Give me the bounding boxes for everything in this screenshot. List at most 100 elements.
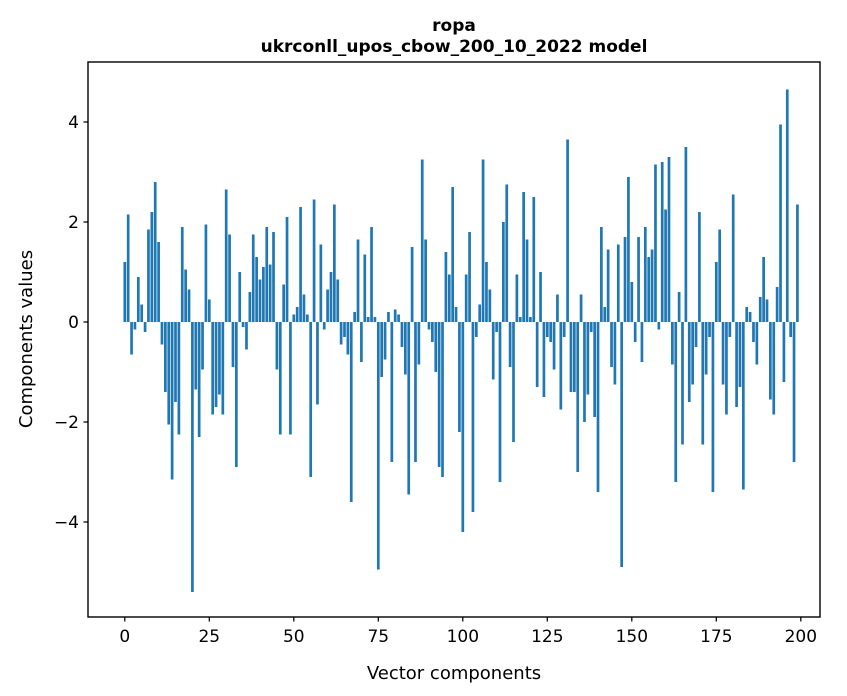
bar <box>559 322 563 410</box>
bar <box>684 147 688 322</box>
bar <box>153 182 157 322</box>
bar <box>552 322 556 370</box>
bar <box>234 322 238 467</box>
bar <box>431 322 434 342</box>
bar <box>596 322 600 492</box>
bar <box>174 322 177 402</box>
bar <box>542 322 546 397</box>
bar <box>305 314 309 322</box>
bar <box>745 307 749 322</box>
x-tick-label: 200 <box>785 627 817 647</box>
bar <box>126 214 130 322</box>
bar <box>292 314 296 322</box>
bar <box>562 322 566 337</box>
bar <box>147 229 150 322</box>
bar <box>758 297 762 322</box>
bar <box>400 322 404 347</box>
bar <box>201 322 204 370</box>
bar <box>711 322 715 492</box>
bar <box>177 322 181 435</box>
x-tick-label: 75 <box>367 627 389 647</box>
bar <box>735 322 738 407</box>
bar <box>251 234 255 322</box>
x-tick-label: 50 <box>283 627 305 647</box>
bar <box>569 322 573 392</box>
bar <box>677 292 681 322</box>
bar <box>468 232 471 322</box>
bar <box>302 294 306 322</box>
bar <box>339 322 343 345</box>
bar <box>556 294 559 322</box>
bar <box>535 322 539 387</box>
bar <box>427 322 431 330</box>
bar <box>471 322 475 512</box>
bar <box>349 322 353 502</box>
bar <box>461 322 465 532</box>
bar <box>674 322 678 482</box>
bar <box>600 227 603 322</box>
bar <box>495 322 498 332</box>
bar <box>664 209 667 322</box>
bar <box>525 239 529 322</box>
bar <box>390 322 394 462</box>
bar <box>360 322 363 362</box>
bar <box>329 272 333 322</box>
bar <box>370 227 373 322</box>
bar <box>312 199 316 322</box>
bar <box>363 254 367 322</box>
bar <box>133 322 137 330</box>
bar <box>204 224 208 322</box>
bar <box>285 217 289 322</box>
bar <box>741 322 745 490</box>
bar <box>738 322 742 387</box>
bar <box>184 269 187 322</box>
bar <box>545 322 549 337</box>
bar <box>616 244 620 322</box>
bar <box>221 322 225 415</box>
bar <box>420 159 424 322</box>
bar <box>579 294 583 322</box>
bar <box>458 322 461 432</box>
bar <box>136 277 140 322</box>
bar <box>224 189 228 322</box>
bar <box>295 307 299 322</box>
bar <box>701 322 705 445</box>
bar <box>245 322 248 350</box>
bar <box>748 312 752 322</box>
bar <box>441 322 444 477</box>
bar <box>627 177 630 322</box>
bar <box>326 289 329 322</box>
bar <box>762 257 765 322</box>
bar <box>671 322 674 365</box>
bar <box>157 242 160 322</box>
bar <box>282 284 286 322</box>
bar <box>660 162 664 322</box>
bar <box>789 322 793 337</box>
bar <box>505 184 509 322</box>
bar <box>356 239 360 322</box>
bar <box>637 237 640 322</box>
bar <box>275 322 279 370</box>
bar <box>180 227 184 322</box>
bar <box>403 322 407 375</box>
bar <box>393 309 397 322</box>
bar <box>346 322 350 355</box>
bar <box>299 207 302 322</box>
bar <box>512 322 515 442</box>
bar <box>650 249 654 322</box>
bar <box>755 322 759 365</box>
bar <box>238 272 242 322</box>
bar <box>194 322 198 390</box>
chart-title-line1: ropa <box>432 16 476 36</box>
bar <box>160 322 164 345</box>
bar <box>444 252 448 322</box>
bar <box>566 139 569 322</box>
bar <box>211 322 215 415</box>
bar <box>576 322 580 472</box>
bar <box>518 317 522 322</box>
bar <box>606 249 610 322</box>
bar <box>140 304 144 322</box>
bar <box>143 322 147 332</box>
bar <box>728 322 732 337</box>
